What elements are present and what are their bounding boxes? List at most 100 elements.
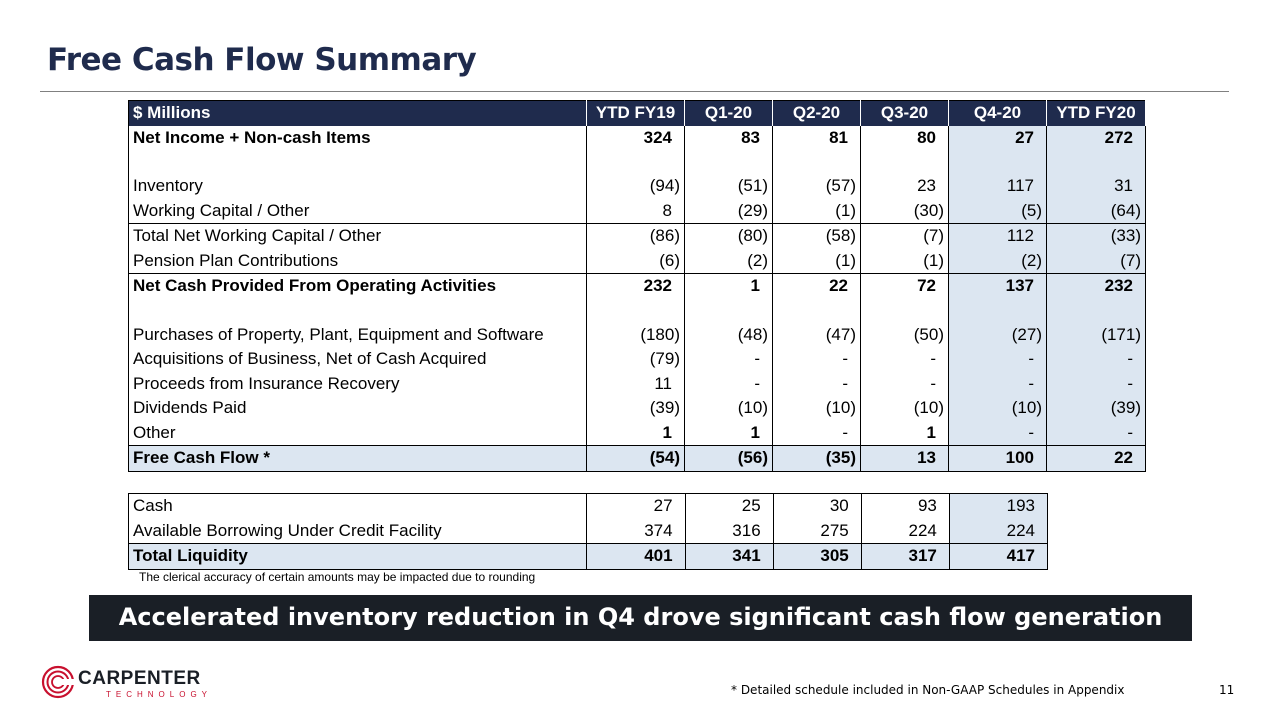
- cell: 224: [860, 518, 950, 544]
- table-row: Inventory (94) (51) (57) 23 117 31: [129, 174, 1146, 199]
- column-header: Q2-20: [772, 100, 861, 126]
- column-header: $ Millions: [128, 100, 587, 126]
- column-header: Q3-20: [860, 100, 949, 126]
- logo-wordmark: CARPENTER: [78, 668, 201, 689]
- cell: (64): [1046, 198, 1146, 224]
- spacer-row: [129, 298, 1146, 323]
- cell: 27: [948, 125, 1047, 150]
- cell: 417: [948, 543, 1048, 569]
- cell: (10): [772, 396, 861, 421]
- cell: 31: [1046, 174, 1146, 199]
- cell: (7): [860, 223, 949, 249]
- cell: -: [684, 347, 773, 372]
- cell: (33): [1046, 223, 1146, 249]
- cell: (51): [684, 174, 773, 199]
- table-row: Cash 27 25 30 93 193: [129, 493, 1048, 519]
- cell: -: [860, 371, 949, 396]
- cell: (29): [684, 198, 773, 224]
- cell: -: [860, 347, 949, 372]
- cell: (58): [772, 223, 861, 249]
- row-label: Working Capital / Other: [133, 200, 310, 220]
- cell: (39): [586, 396, 685, 421]
- key-takeaway-banner: Accelerated inventory reduction in Q4 dr…: [89, 595, 1192, 641]
- cell: 317: [860, 543, 950, 569]
- cell: 30: [772, 493, 862, 519]
- cell: 93: [860, 493, 950, 519]
- cell: 1: [860, 420, 949, 446]
- row-label: Purchases of Property, Plant, Equipment …: [133, 324, 544, 344]
- cell: (39): [1046, 396, 1146, 421]
- cell: 83: [684, 125, 773, 150]
- cell: -: [948, 420, 1047, 446]
- cell: 324: [586, 125, 685, 150]
- column-header: Q1-20: [684, 100, 773, 126]
- cell: (171): [1046, 322, 1146, 347]
- cell: 341: [684, 543, 774, 569]
- table-header-row: $ Millions YTD FY19 Q1-20 Q2-20 Q3-20 Q4…: [128, 100, 1146, 126]
- row-label: Available Borrowing Under Credit Facilit…: [133, 520, 442, 540]
- footnote: * Detailed schedule included in Non-GAAP…: [731, 683, 1125, 697]
- row-label: Net Income + Non-cash Items: [133, 127, 371, 147]
- cell: 1: [586, 420, 685, 446]
- liquidity-table: Cash 27 25 30 93 193 Available Borrowing…: [128, 493, 1048, 570]
- cell: 1: [684, 273, 773, 299]
- table-row: Proceeds from Insurance Recovery 11 - - …: [129, 371, 1146, 396]
- cell: 22: [1046, 445, 1146, 471]
- cell: -: [772, 371, 861, 396]
- cell: (180): [586, 322, 685, 347]
- logo-subtitle: TECHNOLOGY: [106, 690, 213, 699]
- row-label: Proceeds from Insurance Recovery: [133, 373, 400, 393]
- row-label: Free Cash Flow *: [128, 445, 587, 471]
- cell: 11: [586, 371, 685, 396]
- table-row: Available Borrowing Under Credit Facilit…: [129, 518, 1048, 544]
- cell: (7): [1046, 248, 1146, 274]
- cell: (56): [684, 445, 773, 471]
- cell: (5): [948, 198, 1047, 224]
- cell: -: [1046, 420, 1146, 446]
- cell: 232: [586, 273, 685, 299]
- cell: (54): [586, 445, 685, 471]
- row-label: Total Liquidity: [128, 543, 587, 569]
- cell: 80: [860, 125, 949, 150]
- row-label: Other: [133, 422, 176, 442]
- column-header: Q4-20: [948, 100, 1047, 126]
- cell: 22: [772, 273, 861, 299]
- row-label: Dividends Paid: [133, 398, 247, 418]
- table-row: Net Cash Provided From Operating Activit…: [128, 273, 1146, 299]
- cell: -: [684, 371, 773, 396]
- table-row: Pension Plan Contributions (6) (2) (1) (…: [129, 248, 1146, 274]
- cell: (79): [586, 347, 685, 372]
- cell: (48): [684, 322, 773, 347]
- cell: 305: [772, 543, 862, 569]
- page-number: 11: [1219, 683, 1235, 697]
- table-row: Total Net Working Capital / Other (86) (…: [128, 223, 1146, 249]
- cell: 72: [860, 273, 949, 299]
- cell: 100: [948, 445, 1047, 471]
- rounding-note: The clerical accuracy of certain amounts…: [139, 570, 536, 584]
- carpenter-logo-icon: [41, 665, 76, 699]
- cell: 81: [772, 125, 861, 150]
- spacer-row: [129, 150, 1146, 174]
- row-label: Acquisitions of Business, Net of Cash Ac…: [133, 349, 487, 369]
- cell: -: [772, 420, 861, 446]
- row-label: Inventory: [133, 176, 203, 196]
- cell: 275: [772, 518, 862, 544]
- table-row: Purchases of Property, Plant, Equipment …: [129, 322, 1146, 347]
- cell: 8: [586, 198, 685, 224]
- cell: (35): [772, 445, 861, 471]
- cell: (57): [772, 174, 861, 199]
- cell: (10): [860, 396, 949, 421]
- table-row: Net Income + Non-cash Items 324 83 81 80…: [129, 125, 1146, 150]
- row-label: Cash: [133, 496, 173, 516]
- cell: 112: [948, 223, 1047, 249]
- table-row-total: Total Liquidity 401 341 305 317 417: [128, 543, 1048, 569]
- cell: (2): [684, 248, 773, 274]
- cell: 232: [1046, 273, 1146, 299]
- cell: (86): [586, 223, 685, 249]
- cell: 117: [948, 174, 1047, 199]
- cell: (27): [948, 322, 1047, 347]
- cell: (80): [684, 223, 773, 249]
- cell: (30): [860, 198, 949, 224]
- column-header: YTD FY20: [1046, 100, 1146, 126]
- company-logo: CARPENTER TECHNOLOGY: [40, 664, 230, 704]
